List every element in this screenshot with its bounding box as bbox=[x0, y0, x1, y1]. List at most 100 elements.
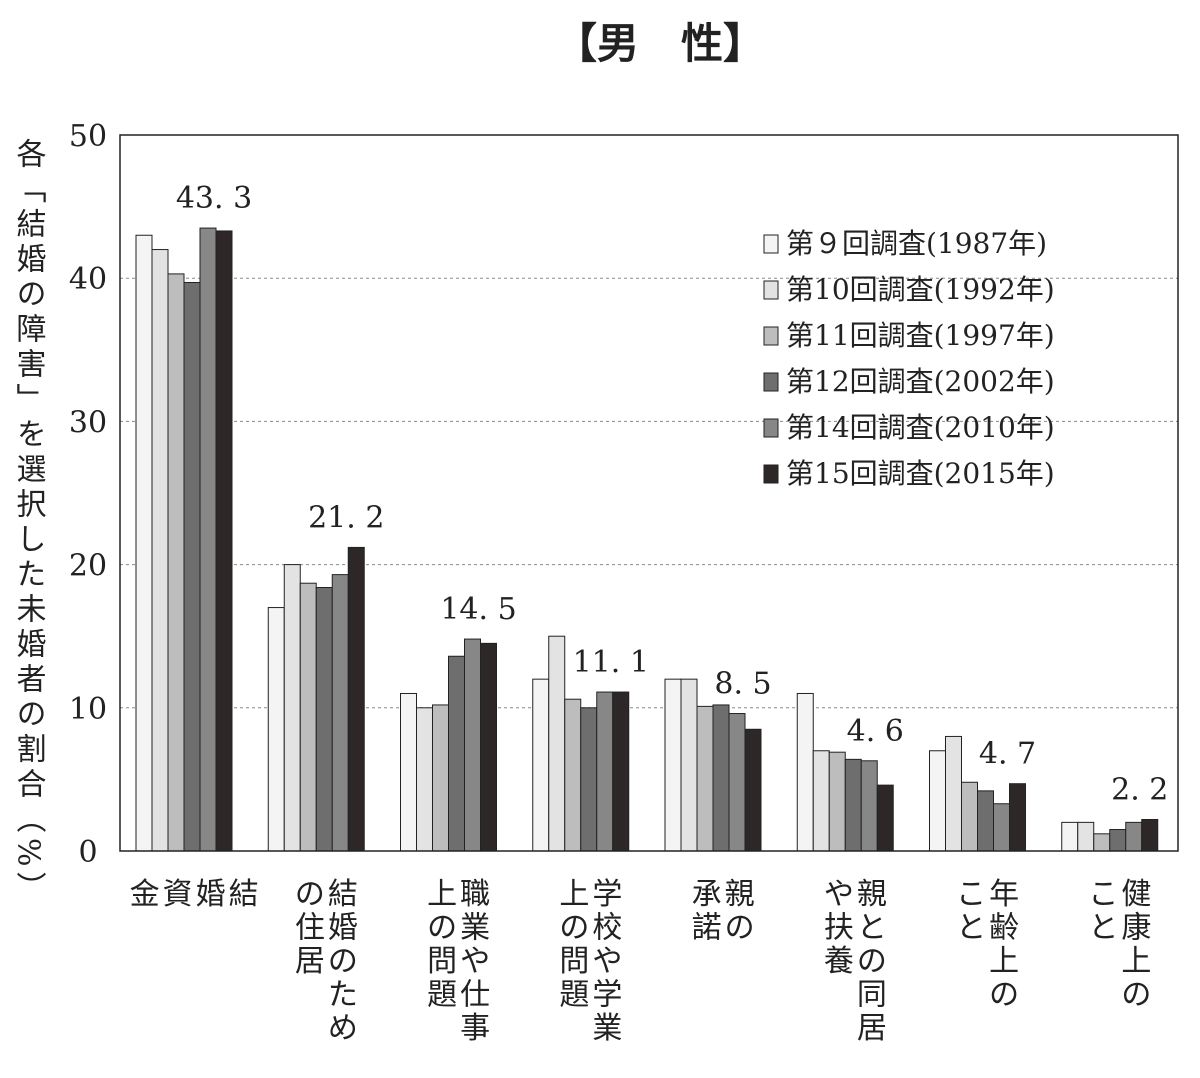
category-label-char: 資 bbox=[163, 877, 193, 912]
legend-swatch bbox=[763, 234, 779, 254]
bar-5-8 bbox=[1125, 821, 1143, 852]
bar-1-5 bbox=[664, 678, 682, 852]
bar-3-2 bbox=[299, 582, 317, 852]
category-label-char: 問 bbox=[427, 944, 457, 979]
bar-6-4 bbox=[612, 691, 630, 852]
legend-swatch bbox=[763, 464, 779, 484]
bar-4-6 bbox=[844, 758, 862, 852]
data-label: 8. 5 bbox=[714, 667, 771, 702]
category-label-char: こ bbox=[1088, 877, 1118, 912]
bar-1-7 bbox=[929, 750, 946, 852]
bar-1-2 bbox=[267, 607, 285, 852]
data-label: 11. 1 bbox=[573, 645, 649, 680]
bar-6-2 bbox=[347, 546, 365, 852]
bar-4-7 bbox=[977, 790, 994, 852]
category-label-char: 題 bbox=[559, 978, 589, 1013]
chart-title: 【男 性】 bbox=[555, 19, 765, 68]
category-label-char: や bbox=[460, 944, 490, 979]
category-label-char: 業 bbox=[592, 1011, 622, 1046]
bar-2-7 bbox=[945, 735, 962, 852]
category-label-char: 業 bbox=[460, 911, 490, 946]
bar-6-3 bbox=[480, 642, 497, 852]
y-tick-label: 20 bbox=[69, 549, 107, 584]
legend-swatch bbox=[763, 326, 779, 346]
category-label-char: の bbox=[427, 911, 457, 946]
category-label-char: と bbox=[956, 911, 986, 946]
category-label-char: 結 bbox=[328, 877, 358, 912]
category-label-char: 居 bbox=[295, 944, 325, 979]
bar-2-6 bbox=[812, 750, 830, 852]
category-label-char: 上 bbox=[427, 877, 457, 912]
category-label-char: と bbox=[1088, 911, 1118, 946]
bar-3-8 bbox=[1093, 833, 1111, 852]
category-label-char: の bbox=[1121, 978, 1151, 1013]
category-label-char: 上 bbox=[989, 944, 1019, 979]
category-label-char: 上 bbox=[1121, 944, 1151, 979]
bar-5-5 bbox=[728, 713, 746, 852]
category-label-char: 親 bbox=[857, 877, 887, 912]
bar-3-4 bbox=[564, 698, 582, 852]
category-label-char: 親 bbox=[725, 877, 755, 912]
legend-label: 第９回調査(1987年) bbox=[786, 227, 1047, 260]
y-tick-label: 40 bbox=[69, 262, 107, 297]
data-label: 2. 2 bbox=[1111, 772, 1168, 807]
category-label-char: の bbox=[328, 944, 358, 979]
legend-swatch bbox=[763, 372, 779, 392]
category-label-char: 居 bbox=[857, 1011, 887, 1046]
category-label-char: や bbox=[824, 877, 854, 912]
data-label: 14. 5 bbox=[440, 592, 516, 627]
category-label-char: 婚 bbox=[196, 877, 226, 912]
category-label-char: こ bbox=[956, 877, 986, 912]
y-tick-label: 10 bbox=[69, 692, 107, 727]
bar-1-8 bbox=[1061, 821, 1079, 852]
bar-5-2 bbox=[331, 574, 349, 852]
category-label-char: 金 bbox=[130, 877, 160, 912]
category-label-char: や bbox=[592, 944, 622, 979]
legend-swatch bbox=[763, 280, 779, 300]
bar-1-6 bbox=[796, 692, 814, 852]
category-label-char: 事 bbox=[460, 1011, 490, 1046]
data-label: 43. 3 bbox=[176, 181, 252, 216]
category-label-char: 問 bbox=[559, 944, 589, 979]
bar-1-4 bbox=[532, 678, 550, 852]
category-label-char: と bbox=[857, 911, 887, 946]
bar-6-8 bbox=[1141, 818, 1159, 852]
bar-4-1 bbox=[183, 281, 201, 852]
bar-3-7 bbox=[961, 781, 978, 852]
bar-4-4 bbox=[580, 707, 598, 852]
category-label-char: の bbox=[295, 877, 325, 912]
category-label-char: の bbox=[559, 911, 589, 946]
category-label-char: 学 bbox=[592, 978, 622, 1013]
category-label-char: 学 bbox=[592, 877, 622, 912]
category-label-char: 住 bbox=[295, 911, 325, 946]
plot-area-frame bbox=[119, 134, 1179, 852]
bar-5-7 bbox=[993, 803, 1010, 852]
legend-label: 第12回調査(2002年) bbox=[786, 365, 1055, 398]
bar-2-8 bbox=[1077, 821, 1095, 852]
bar-5-3 bbox=[464, 638, 481, 852]
bar-3-5 bbox=[696, 705, 714, 852]
bar-3-1 bbox=[167, 273, 185, 852]
bar-2-3 bbox=[416, 707, 433, 852]
y-tick-label: 50 bbox=[69, 119, 107, 154]
data-label: 4. 6 bbox=[847, 714, 904, 749]
bar-6-7 bbox=[1009, 783, 1026, 852]
bar-4-3 bbox=[448, 655, 465, 852]
bar-5-4 bbox=[596, 691, 614, 852]
y-tick-label: 30 bbox=[69, 405, 107, 440]
bar-5-1 bbox=[199, 227, 217, 852]
bar-1-1 bbox=[135, 234, 153, 852]
category-label-char: 年 bbox=[989, 877, 1019, 912]
bar-4-5 bbox=[712, 704, 730, 852]
bar-4-2 bbox=[315, 587, 333, 852]
category-label-char: の bbox=[725, 911, 755, 946]
y-tick-label: 0 bbox=[78, 835, 97, 870]
category-label-char: 職 bbox=[460, 877, 490, 912]
